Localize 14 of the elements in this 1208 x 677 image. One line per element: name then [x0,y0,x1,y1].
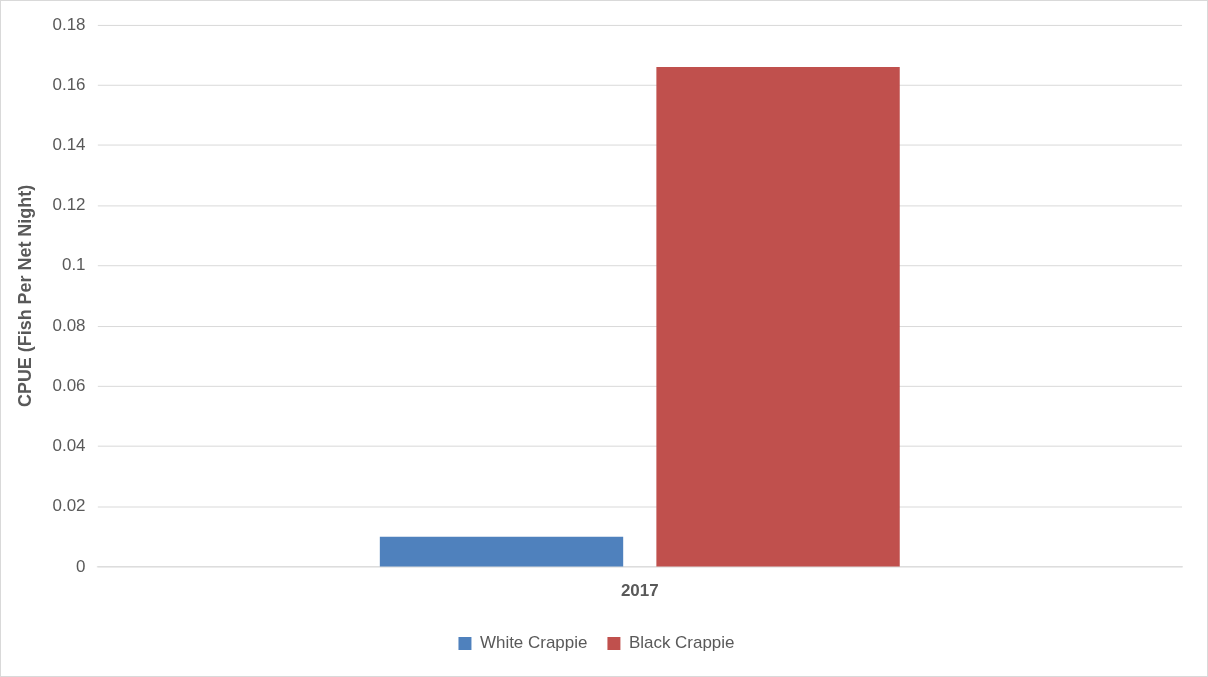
y-axis-title: CPUE (Fish Per Net Night) [14,184,35,407]
legend-label: White Crappie [479,633,588,653]
y-tick-label: 0.06 [52,375,86,395]
y-tick-label: 0.08 [52,315,86,335]
y-tick-label: 0.16 [52,74,86,94]
y-tick-label: 0.14 [52,135,86,155]
y-tick-label: 0 [76,556,86,576]
x-tick-label: 2017 [620,580,659,600]
y-tick-label: 0.04 [52,436,86,456]
y-tick-label: 0.1 [61,255,86,275]
y-tick-label: 0.12 [52,195,86,215]
legend-label: Black Crappie [628,633,735,653]
y-tick-label: 0.18 [52,14,86,34]
y-tick-label: 0.02 [52,496,86,516]
